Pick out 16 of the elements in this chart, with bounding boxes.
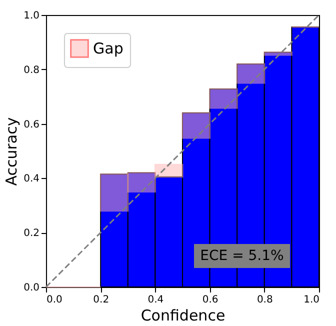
y-axis-title: Accuracy <box>2 117 21 186</box>
x-tick-label: 0.8 <box>256 294 273 306</box>
y-tick-label: 0.6 <box>24 119 40 130</box>
x-tick-label: 1.0 <box>304 294 320 306</box>
x-axis-title: Confidence <box>140 306 226 324</box>
x-tick-label: 0.2 <box>93 294 110 306</box>
y-tick-label: 0.8 <box>24 64 40 76</box>
legend-label: Gap <box>93 40 124 58</box>
y-tick-label: 0.4 <box>24 174 40 185</box>
y-tick-label: 0.0 <box>24 282 40 294</box>
x-tick-label: 0.0 <box>46 294 62 306</box>
x-tick-label: 0.6 <box>202 294 218 306</box>
y-tick-label: 1.0 <box>24 10 40 22</box>
x-tick-label: 0.4 <box>148 294 164 306</box>
annotation: ECE = 5.1% <box>200 248 284 264</box>
y-tick-label: 0.2 <box>24 228 40 240</box>
